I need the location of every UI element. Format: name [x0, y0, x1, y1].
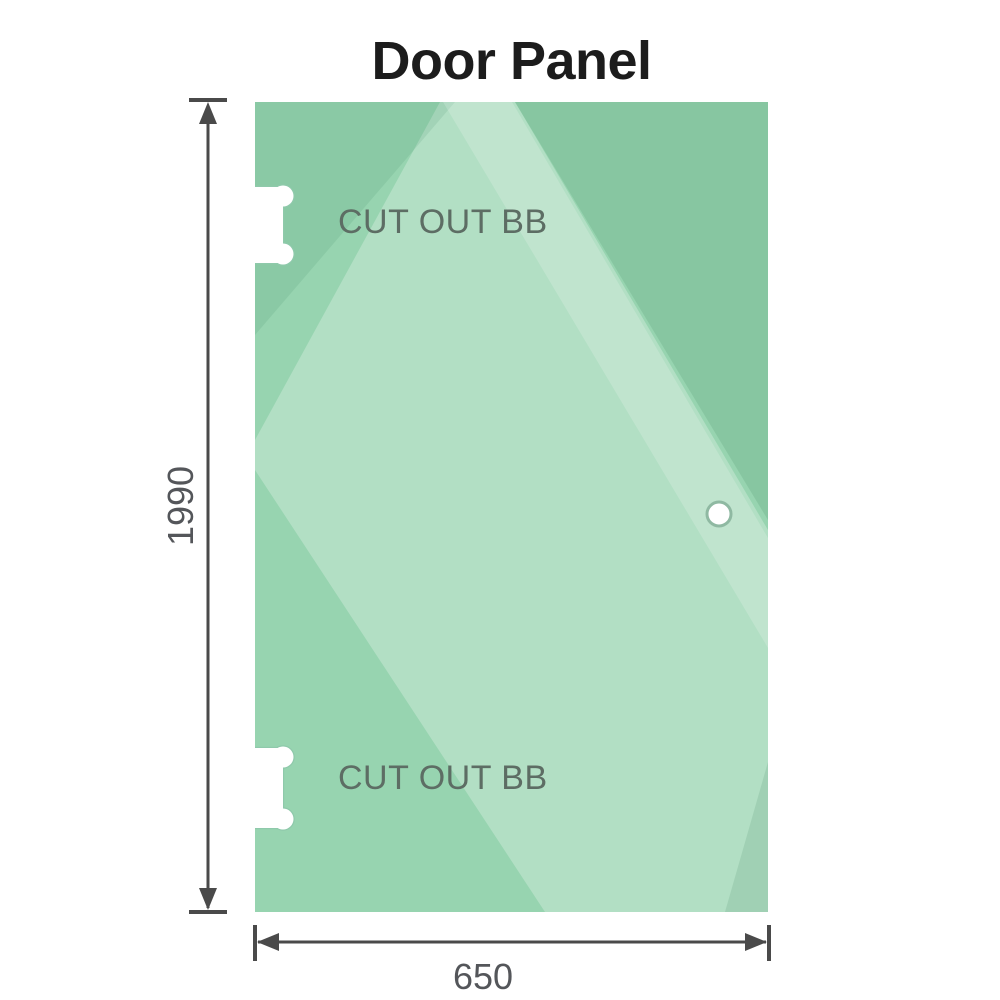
glass-shade-top-left: [255, 102, 455, 335]
arrowhead-down: [199, 888, 217, 910]
arrowhead-up: [199, 102, 217, 124]
arrowhead-left: [257, 933, 279, 951]
glass-panel: [255, 102, 768, 912]
diagram-title: Door Panel: [371, 31, 652, 91]
width-dimension: [253, 925, 771, 961]
glass-shade-bottom-right: [725, 762, 768, 912]
arrowhead-right: [745, 933, 767, 951]
glass-bright-streak: [443, 102, 768, 648]
height-dimension-label: 1990: [160, 465, 201, 547]
hinge-cutout-bottom: [255, 745, 295, 831]
hinge-cutout-top: [255, 184, 295, 266]
handle-hole: [705, 500, 733, 528]
glass-light-band: [255, 102, 768, 912]
height-dimension: [189, 98, 227, 914]
cutout-label-bottom: CUT OUT BB: [338, 759, 548, 797]
cutout-label-top: CUT OUT BB: [338, 203, 548, 241]
glass-shade-top-right: [515, 102, 768, 520]
width-dimension-label: 650: [452, 956, 514, 997]
